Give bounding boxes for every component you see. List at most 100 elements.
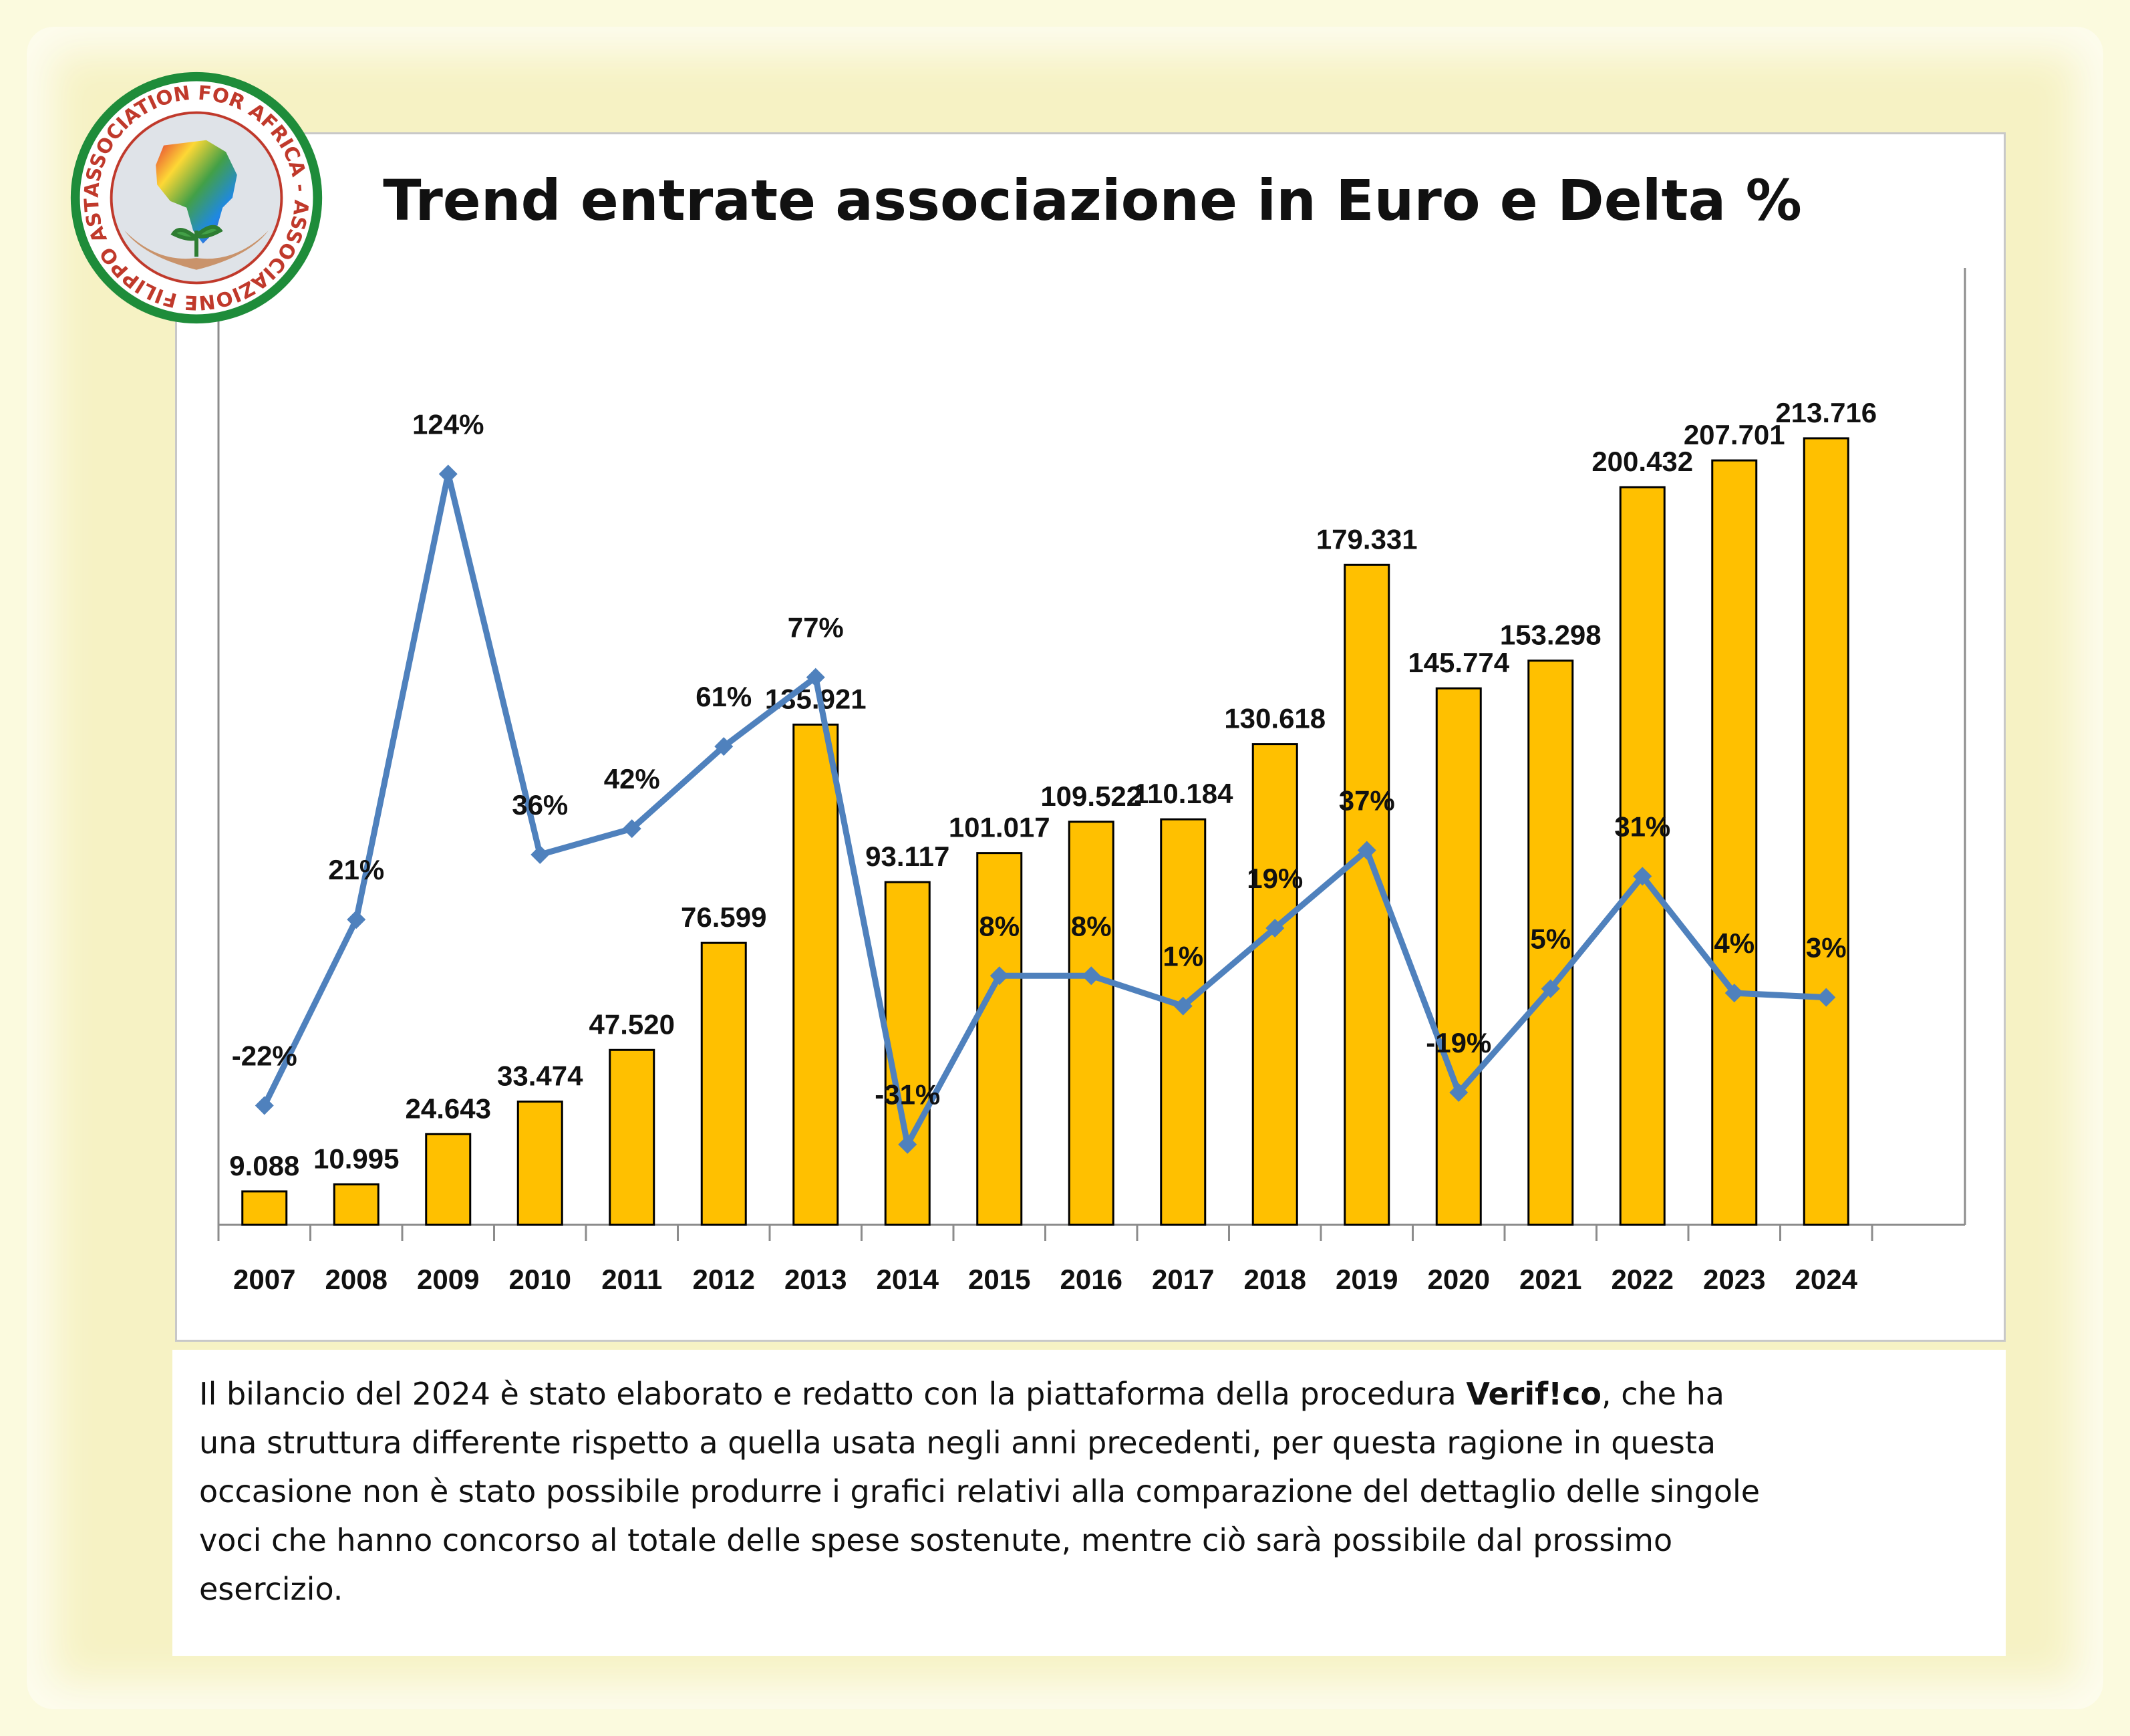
delta-point-2007 [255, 1096, 274, 1115]
delta-label-2008: 21% [328, 854, 384, 885]
x-tick-2017: 2017 [1152, 1264, 1214, 1295]
bar-2021 [1527, 660, 1574, 1226]
x-tick-2011: 2011 [601, 1264, 662, 1295]
x-tick-2009: 2009 [417, 1264, 479, 1295]
bar-label-2019: 179.331 [1316, 523, 1418, 555]
note-line-4: voci che hanno concorso al totale delle … [199, 1522, 1673, 1558]
bar-series [241, 437, 1849, 1226]
bar-2018 [1251, 743, 1298, 1226]
chart-panel: Trend entrate associazione in Euro e Del… [175, 132, 2006, 1342]
x-tick-2023: 2023 [1703, 1264, 1765, 1295]
bar-label-2008: 10.995 [313, 1143, 399, 1174]
bar-2013 [792, 723, 839, 1226]
association-logo: ASSOCIATION FOR AFRICA - ASSOCIAZIONE FI… [65, 67, 323, 324]
x-tick-2012: 2012 [693, 1264, 755, 1295]
bar-label-2020: 145.774 [1408, 647, 1509, 678]
bar-label-2015: 101.017 [949, 812, 1050, 843]
x-tick-2016: 2016 [1060, 1264, 1122, 1295]
bar-2017 [1160, 818, 1207, 1226]
chart-title: Trend entrate associazione in Euro e Del… [383, 168, 1801, 233]
bar-label-2010: 33.474 [497, 1060, 583, 1092]
note-line-5: esercizio. [199, 1571, 343, 1607]
bar-label-2009: 24.643 [406, 1093, 491, 1124]
delta-label-2023: 4% [1714, 927, 1755, 959]
bar-label-2014: 93.117 [865, 841, 949, 872]
delta-label-2007: -22% [232, 1040, 297, 1071]
bar-2022 [1619, 486, 1666, 1226]
bar-2023 [1711, 459, 1758, 1226]
delta-label-2019: 37% [1339, 785, 1395, 817]
note-panel: Il bilancio del 2024 è stato elaborato e… [172, 1350, 2006, 1656]
delta-point-2020 [1449, 1083, 1469, 1103]
bar-2007 [241, 1190, 288, 1226]
delta-point-2019 [1357, 841, 1376, 860]
bar-label-2012: 76.599 [681, 901, 766, 933]
delta-label-2011: 42% [604, 763, 660, 794]
delta-label-2020: -19% [1426, 1027, 1491, 1058]
x-tick-2021: 2021 [1519, 1264, 1581, 1295]
delta-point-2012 [714, 737, 734, 756]
delta-point-2024 [1817, 988, 1836, 1007]
note-line-2: una struttura differente rispetto a quel… [199, 1425, 1716, 1461]
x-tick-2013: 2013 [784, 1264, 847, 1295]
x-tick-2024: 2024 [1795, 1264, 1858, 1295]
bar-label-2021: 153.298 [1500, 619, 1602, 651]
x-tick-2010: 2010 [509, 1264, 571, 1295]
bar-label-2022: 200.432 [1591, 446, 1693, 477]
x-tick-2018: 2018 [1244, 1264, 1306, 1295]
delta-point-2016 [1082, 966, 1101, 986]
bar-label-2023: 207.701 [1684, 419, 1785, 450]
note-line-1-end: , che ha [1601, 1376, 1724, 1412]
chart: Trend entrate associazione in Euro e Del… [217, 168, 1966, 1295]
x-tick-2022: 2022 [1612, 1264, 1674, 1295]
x-tick-2020: 2020 [1428, 1264, 1490, 1295]
hands-icon [124, 231, 269, 270]
delta-label-2022: 31% [1614, 811, 1670, 842]
delta-point-2014 [898, 1135, 917, 1154]
bar-2010 [516, 1101, 563, 1226]
delta-label-2016: 8% [1071, 910, 1112, 942]
delta-point-2017 [1173, 996, 1193, 1016]
delta-point-2011 [622, 819, 641, 839]
delta-point-2021 [1541, 979, 1560, 998]
bar-label-2007: 9.088 [229, 1150, 299, 1181]
bar-label-2011: 47.520 [589, 1008, 675, 1040]
delta-point-2008 [347, 910, 366, 929]
delta-label-2024: 3% [1806, 932, 1847, 964]
delta-point-2015 [990, 966, 1009, 986]
delta-point-2010 [530, 845, 550, 864]
bar-2015 [976, 852, 1023, 1226]
africa-shape-icon [156, 140, 237, 244]
delta-label-2013: 77% [788, 612, 844, 643]
bar-2008 [333, 1183, 379, 1226]
delta-label-2018: 19% [1247, 863, 1303, 894]
bar-label-2024: 213.716 [1775, 397, 1877, 428]
delta-label-2012: 61% [696, 681, 752, 712]
delta-point-2022 [1633, 867, 1652, 886]
note-line-3: occasione non è stato possibile produrre… [199, 1473, 1761, 1509]
bar-2012 [700, 942, 747, 1226]
delta-point-2013 [806, 668, 825, 687]
bar-label-2018: 130.618 [1224, 703, 1326, 734]
delta-label-2014: -31% [875, 1079, 940, 1111]
x-tick-labels: 2007 2008 2009 2010 2011 2012 2013 2014 2015 2016… [233, 1264, 1858, 1295]
x-tick-2014: 2014 [877, 1264, 939, 1295]
delta-line-series [255, 464, 1836, 1154]
bar-2014 [884, 881, 931, 1226]
delta-point-2023 [1724, 984, 1744, 1003]
note-text: Il bilancio del 2024 è stato elaborato e… [199, 1370, 1970, 1614]
delta-label-2015: 8% [979, 910, 1020, 942]
bar-2024 [1803, 437, 1849, 1226]
delta-point-2009 [438, 464, 458, 484]
x-tick-2007: 2007 [233, 1264, 295, 1295]
delta-point-2018 [1265, 919, 1285, 938]
delta-label-2010: 36% [512, 789, 568, 821]
note-line-1-start: Il bilancio del 2024 è stato elaborato e… [199, 1376, 1467, 1412]
bar-2016 [1068, 821, 1114, 1226]
x-tick-2015: 2015 [968, 1264, 1030, 1295]
sprout-icon [170, 225, 223, 257]
bar-label-2016: 109.522 [1040, 780, 1142, 812]
bar-label-2017: 110.184 [1133, 778, 1233, 809]
bar-value-labels: 9.088 10.99524.64333.47447.52076.599135.9… [229, 397, 1877, 1181]
delta-label-2009: 124% [412, 408, 484, 440]
